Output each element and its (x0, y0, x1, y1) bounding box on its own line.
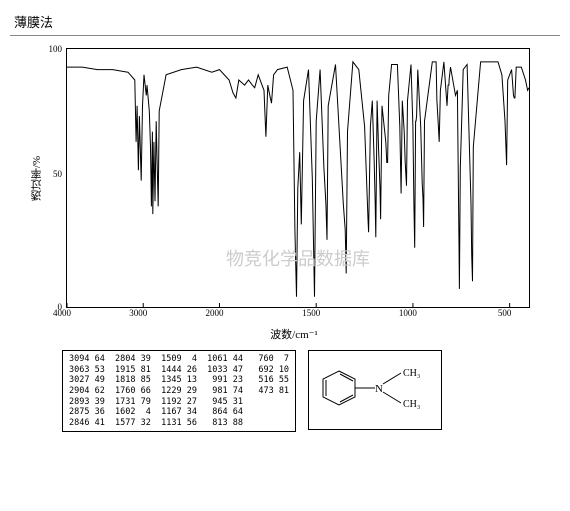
x-axis-label: 波数/cm⁻¹ (62, 326, 526, 342)
atom-n: N (375, 383, 383, 395)
spectrum-line (67, 49, 529, 307)
structure-diagram: N CH₃ CH₃ (308, 350, 442, 430)
y-tick: 50 (44, 169, 62, 179)
page-title: 薄膜法 (10, 10, 560, 36)
y-axis-label: 透过率/% (30, 48, 44, 308)
x-tick: 1500 (302, 308, 320, 318)
peak-table: 3094 64 2804 39 1509 4 1061 44 760 7 306… (62, 350, 296, 432)
x-tick: 4000 (53, 308, 71, 318)
y-tick: 100 (44, 44, 62, 54)
x-axis-ticks: 40003000200015001000500 (62, 308, 526, 318)
x-tick: 2000 (205, 308, 223, 318)
x-tick: 3000 (129, 308, 147, 318)
ch3-label: CH₃ (403, 368, 420, 379)
plot-area: 物竞化学品数据库 (66, 48, 530, 308)
y-axis-ticks: 100 50 0 (44, 48, 66, 308)
x-tick: 1000 (399, 308, 417, 318)
ir-chart: 透过率/% 100 50 0 物竞化学品数据库 4000 3000 2000 1500… (30, 48, 550, 342)
ch3-label: CH₃ (403, 399, 420, 410)
x-tick: 500 (498, 308, 512, 318)
